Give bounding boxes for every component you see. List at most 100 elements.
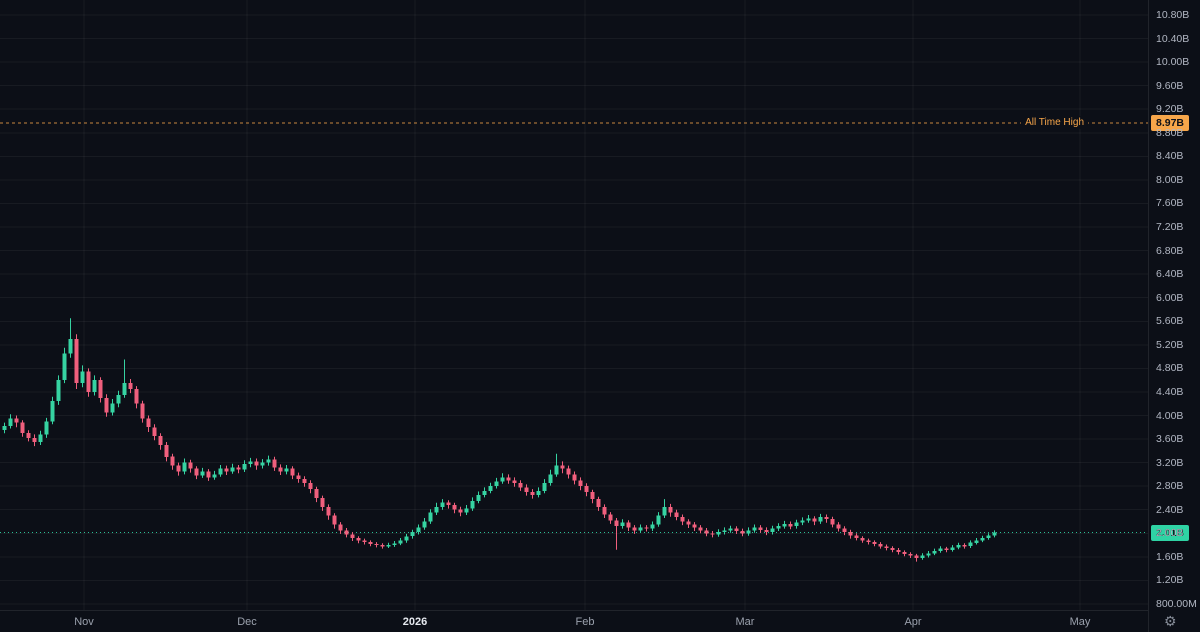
candle-body	[902, 552, 907, 554]
candle-body	[986, 535, 991, 539]
candle-body	[116, 394, 121, 404]
candle-body	[800, 520, 805, 523]
price-tick-label: 8.00B	[1156, 173, 1184, 186]
price-axis[interactable]: 8.97B 2.01B 10.80B 10.40B 10.00B 9.60B 9.20B…	[1148, 0, 1200, 632]
price-tick-label: 4.40B	[1156, 385, 1184, 398]
time-axis[interactable]: Nov Dec 2026 Feb Mar Apr May	[0, 610, 1148, 632]
candle-body	[638, 527, 643, 531]
time-tick-label: Mar	[735, 616, 755, 628]
candle-body	[188, 462, 193, 469]
candle-body	[974, 540, 979, 543]
candle-body	[848, 532, 853, 536]
candle-body	[206, 471, 211, 478]
candle-body	[506, 477, 511, 481]
candle-body	[32, 437, 37, 442]
candle-body	[734, 528, 739, 531]
ath-price-badge: 8.97B	[1151, 114, 1190, 131]
candle-body	[230, 467, 235, 472]
candle-body	[890, 548, 895, 550]
candle-body	[602, 506, 607, 515]
candle-body	[248, 461, 253, 464]
candle-body	[104, 397, 109, 413]
candle-body	[938, 548, 943, 551]
candle-body	[146, 418, 151, 428]
candle-body	[284, 468, 289, 472]
candle-body	[38, 434, 43, 443]
price-tick-label: 10.40B	[1156, 32, 1190, 45]
all-time-high-label: All Time High	[1021, 115, 1088, 129]
candle-body	[692, 524, 697, 528]
candle-body	[404, 536, 409, 541]
candle-body	[20, 422, 25, 434]
candle-body	[164, 445, 169, 457]
candle-body	[812, 518, 817, 522]
candle-body	[434, 506, 439, 513]
candle-body	[980, 538, 985, 541]
candle-body	[488, 486, 493, 491]
candle-body	[62, 353, 67, 381]
candle-body	[296, 475, 301, 480]
price-tick-label: 6.00B	[1156, 291, 1184, 304]
candle-body	[554, 465, 559, 475]
price-tick-label: 4.80B	[1156, 362, 1184, 375]
candle-body	[764, 529, 769, 533]
candle-body	[374, 543, 379, 546]
candle-body	[596, 499, 601, 507]
candle-body	[350, 534, 355, 538]
candle-body	[272, 459, 277, 468]
time-tick-label: Feb	[575, 616, 595, 628]
price-tick-label: 800.00M	[1156, 597, 1197, 610]
candle-body	[392, 543, 397, 546]
candle-body	[110, 403, 115, 413]
candle-body	[740, 531, 745, 534]
price-tick-label: 1.60B	[1156, 550, 1184, 563]
candle-body	[950, 547, 955, 550]
candle-body	[710, 533, 715, 535]
candle-body	[80, 371, 85, 384]
candle-body	[254, 461, 259, 466]
candle-body	[956, 545, 961, 548]
candle-body	[308, 483, 313, 490]
candle-body	[776, 526, 781, 529]
candle-body	[218, 468, 223, 475]
candle-body	[368, 542, 373, 544]
candle-body	[824, 516, 829, 520]
candle-body	[836, 524, 841, 529]
chart-pane[interactable]: All Time High	[0, 0, 1148, 610]
candle-body	[962, 545, 967, 547]
candle-body	[626, 522, 631, 528]
candle-body	[320, 498, 325, 507]
candle-body	[620, 522, 625, 527]
candle-body	[944, 548, 949, 550]
candle-body	[8, 418, 13, 427]
candle-body	[458, 509, 463, 513]
price-tick-label: 3.60B	[1156, 433, 1184, 446]
candle-body	[614, 520, 619, 527]
candle-body	[176, 465, 181, 472]
candle-body	[542, 483, 547, 491]
candle-body	[608, 514, 613, 521]
candle-body	[92, 380, 97, 392]
candle-body	[224, 468, 229, 472]
candle-body	[410, 532, 415, 537]
candle-body	[302, 479, 307, 484]
candle-body	[566, 468, 571, 475]
candle-body	[968, 542, 973, 547]
candle-body	[128, 383, 133, 389]
candle-body	[920, 555, 925, 559]
settings-icon[interactable]: ⚙	[1164, 613, 1177, 629]
candle-body	[788, 523, 793, 527]
candle-body	[332, 515, 337, 525]
candle-body	[338, 524, 343, 531]
candlestick-chart[interactable]	[0, 0, 1148, 610]
candle-body	[446, 502, 451, 506]
candle-body	[50, 400, 55, 422]
candle-body	[752, 527, 757, 531]
candle-body	[200, 471, 205, 476]
candle-body	[842, 528, 847, 533]
candle-body	[746, 530, 751, 534]
candle-body	[482, 490, 487, 495]
candle-body	[398, 540, 403, 544]
candle-body	[68, 338, 73, 354]
candle-body	[494, 481, 499, 487]
